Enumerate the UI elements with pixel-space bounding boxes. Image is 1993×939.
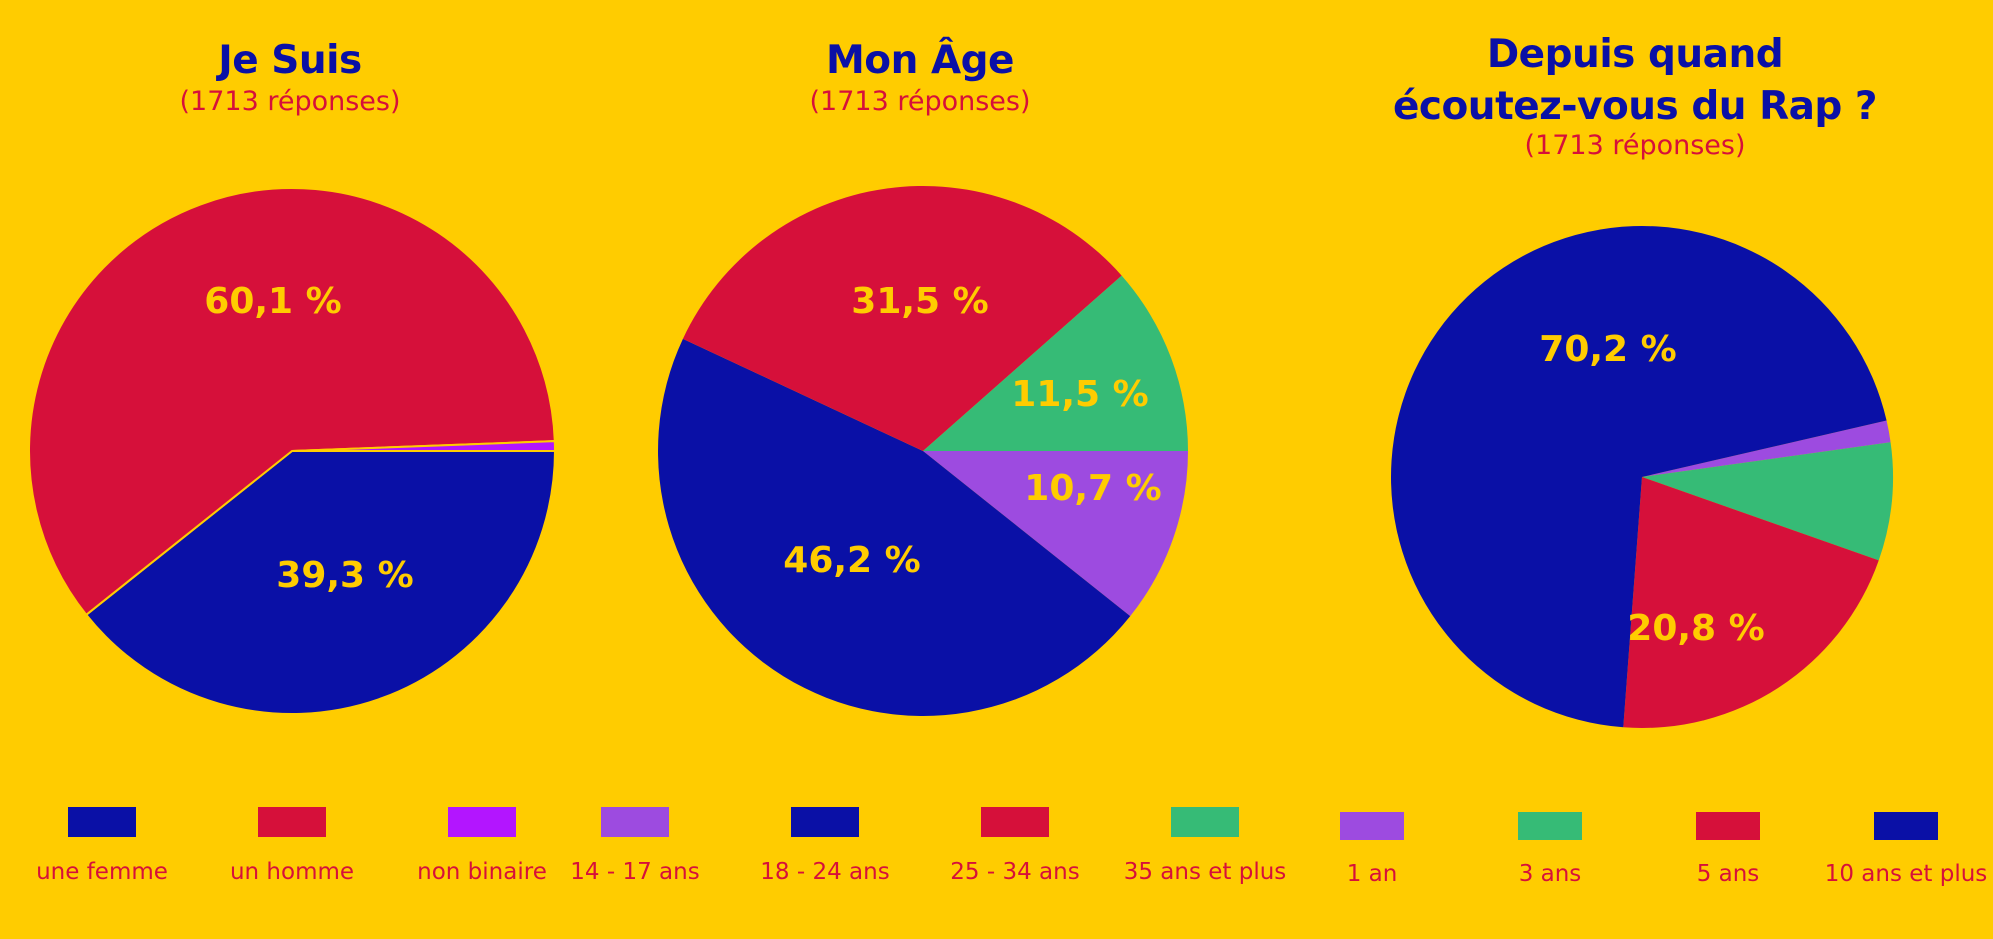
pie1-slice-non-binaire <box>291 440 557 452</box>
pie2-slice-18-24-ans <box>658 338 1131 716</box>
pie3-title-line1: Depuis quand <box>1486 32 1784 77</box>
legend-label: 3 ans <box>1518 861 1582 887</box>
legend-label: une femme <box>36 859 168 885</box>
pie2-data-label: 10,7 % <box>1024 468 1161 509</box>
legend-swatch <box>1518 812 1582 840</box>
pie1-slice-un-homme <box>28 186 556 617</box>
pie3-subtitle: (1713 réponses) <box>1524 130 1746 161</box>
pie2-data-label: 46,2 % <box>783 540 920 581</box>
legend-label: 25 - 34 ans <box>950 859 1080 885</box>
legend-swatch <box>68 807 136 837</box>
pie1-subtitle: (1713 réponses) <box>179 86 401 117</box>
pie3-data-label: 70,2 % <box>1539 329 1676 370</box>
legend-swatch <box>448 807 516 837</box>
pie3-title-line2: écoutez-vous du Rap ? <box>1392 84 1878 129</box>
legend-label: 18 - 24 ans <box>760 859 890 885</box>
legend-label: 10 ans et plus <box>1824 861 1988 887</box>
pie3-slice-5-ans <box>1623 477 1879 728</box>
pie2-slice-25-34-ans <box>682 186 1122 451</box>
legend-swatch <box>601 807 669 837</box>
pie3-slice-10-ans-et-plus <box>1391 226 1887 728</box>
legend-swatch <box>1171 807 1239 837</box>
pie2-slice-14-17-ans <box>923 451 1188 617</box>
pie2-title: Mon Âge <box>826 38 1015 83</box>
pie2-subtitle: (1713 réponses) <box>809 86 1031 117</box>
pie1-data-label: 60,1 % <box>204 281 341 322</box>
legend-label: 14 - 17 ans <box>570 859 700 885</box>
legend-swatch <box>1340 812 1404 840</box>
pie2-data-label: 31,5 % <box>851 281 988 322</box>
legend-label: un homme <box>229 859 355 885</box>
legend-swatch <box>981 807 1049 837</box>
pie2-data-label: 11,5 % <box>1011 374 1148 415</box>
legend-label: 1 an <box>1346 861 1398 887</box>
pie1-title: Je Suis <box>218 38 362 83</box>
legend-swatch <box>258 807 326 837</box>
pie2-slice-35-ans-et-plus <box>923 275 1188 451</box>
pie1-data-label: 39,3 % <box>276 555 413 596</box>
pie3-data-label: 20,8 % <box>1627 608 1764 649</box>
legend-swatch <box>1696 812 1760 840</box>
legend-label: 5 ans <box>1696 861 1760 887</box>
pie3-slice-1-an <box>1642 420 1891 477</box>
pie3-slice-3-ans <box>1642 442 1893 561</box>
pie1-slice-une-femme <box>84 450 557 715</box>
legend-swatch <box>1874 812 1938 840</box>
legend-swatch <box>791 807 859 837</box>
legend-label: 35 ans et plus <box>1123 859 1287 885</box>
legend-label: non binaire <box>417 859 547 885</box>
